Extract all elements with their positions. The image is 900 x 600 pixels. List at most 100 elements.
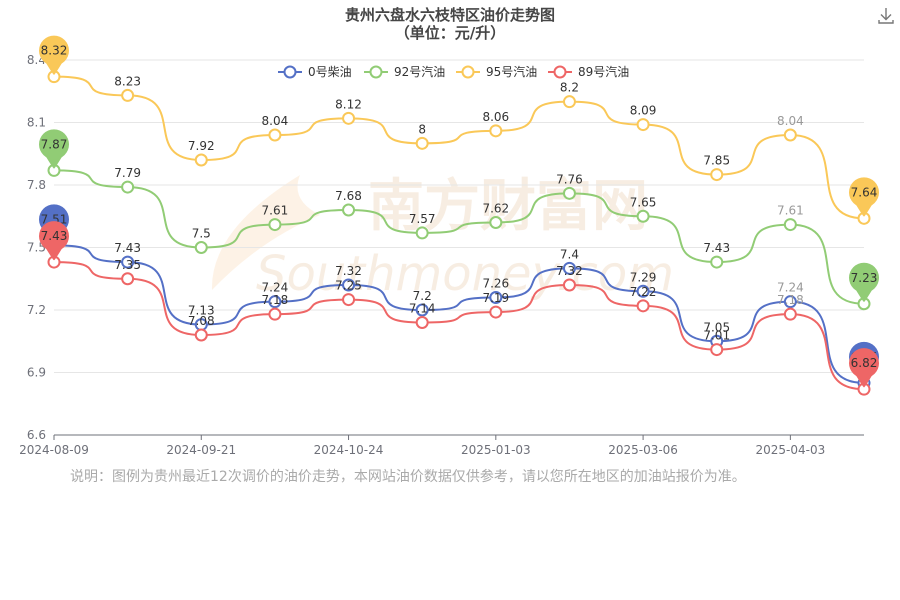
series-line	[53, 75, 865, 220]
pin-marker: 7.64	[849, 177, 879, 217]
data-point	[342, 278, 356, 292]
data-point	[489, 124, 503, 138]
pin-marker: 7.87	[39, 129, 69, 169]
legend-label: 95号汽油	[486, 64, 537, 79]
data-point	[121, 255, 135, 269]
data-label: 7.32	[335, 264, 362, 278]
series-line	[53, 244, 865, 384]
legend-symbol	[461, 65, 475, 79]
data-label: 7.24	[262, 281, 289, 295]
data-point	[489, 216, 503, 229]
download-icon[interactable]	[876, 6, 896, 26]
data-point	[636, 118, 650, 132]
x-tick-label: 2024-08-09	[19, 443, 89, 457]
series-1: 7.79 7.5 7.61 7.68 7.57 7.62 7.76 7.65 7.43 7.61	[47, 163, 871, 311]
data-label: 7.08	[188, 314, 215, 328]
data-label: 7.68	[335, 189, 362, 203]
series-2: 8.23 7.92 8.04 8.12 8 8.06 8.2 8.09 7.85 8.04	[47, 70, 871, 225]
data-point	[268, 295, 282, 309]
legend-item[interactable]: 0号柴油	[278, 65, 352, 79]
data-point	[710, 343, 724, 357]
data-point	[415, 226, 429, 240]
data-label: 7.32	[556, 264, 583, 278]
data-point	[636, 209, 650, 223]
series-0: 7.43 7.13 7.24 7.32 7.2 7.26 7.4 7.29 7.05 7.24	[47, 238, 871, 390]
legend-symbol	[553, 65, 567, 79]
data-label: 8.23	[114, 74, 141, 88]
data-label: 8	[418, 122, 426, 136]
x-tick-label: 2024-09-21	[166, 443, 236, 457]
y-tick-label: 7.5	[27, 241, 46, 255]
data-label: 8.04	[262, 114, 289, 128]
legend-item[interactable]: 95号汽油	[456, 64, 537, 79]
data-label: 7.92	[188, 139, 215, 153]
data-point	[194, 328, 208, 342]
y-tick-label: 7.2	[27, 303, 46, 317]
data-point	[710, 255, 724, 269]
data-label: 7.79	[114, 166, 141, 180]
data-point	[121, 272, 135, 286]
y-tick-label: 6.9	[27, 366, 46, 380]
x-tick-label: 2025-01-03	[461, 443, 531, 457]
series-line	[53, 261, 865, 391]
pin-head	[39, 129, 69, 160]
pin-head	[39, 35, 69, 66]
data-point	[415, 303, 429, 317]
data-label: 7.24	[777, 281, 804, 295]
data-label: 7.76	[556, 172, 583, 186]
y-tick-label: 6.6	[27, 428, 46, 442]
legend-label: 92号汽油	[394, 64, 445, 79]
data-point	[562, 186, 576, 200]
data-point	[562, 261, 576, 275]
data-point	[194, 153, 208, 167]
legend-item[interactable]: 89号汽油	[548, 64, 629, 79]
series-3: 7.35 7.08 7.18 7.25 7.14 7.19 7.32 7.22 7.01 7.18	[47, 255, 871, 396]
data-label: 7.2	[413, 289, 432, 303]
chart-subtitle: （单位：元/升）	[394, 24, 506, 42]
data-label: 7.22	[630, 285, 657, 299]
pin-marker: 6.82	[849, 348, 879, 388]
pin-marker: 8.32	[39, 35, 69, 75]
data-point	[268, 307, 282, 321]
data-label: 7.62	[482, 202, 509, 216]
y-tick-label: 8.1	[27, 116, 46, 130]
data-point	[121, 180, 135, 194]
data-label: 8.09	[630, 104, 657, 118]
pin-label: 7.87	[41, 137, 68, 151]
data-label: 7.29	[630, 270, 657, 284]
data-point	[342, 293, 356, 307]
data-label: 7.35	[114, 258, 141, 272]
data-label: 7.65	[630, 195, 657, 209]
pin-marker: 7.23	[849, 262, 879, 302]
watermark-logo-mark	[211, 175, 320, 290]
pin-label: 7.64	[851, 185, 878, 199]
data-label: 7.5	[192, 227, 211, 241]
pin-label: 8.32	[41, 44, 68, 58]
legend-item[interactable]: 92号汽油	[364, 64, 445, 79]
data-point	[783, 295, 797, 309]
pin-label: 7.43	[41, 229, 68, 243]
data-label: 7.01	[703, 329, 730, 343]
data-label: 7.13	[188, 304, 215, 318]
data-label: 7.18	[777, 293, 804, 307]
data-label: 7.05	[703, 320, 730, 334]
data-label: 7.25	[335, 279, 362, 293]
data-point	[636, 299, 650, 313]
data-point	[489, 305, 503, 319]
data-label: 7.14	[409, 302, 436, 316]
data-point	[415, 136, 429, 150]
data-label: 7.57	[409, 212, 436, 226]
data-point	[268, 218, 282, 232]
data-label: 8.06	[482, 110, 509, 124]
data-label: 7.43	[703, 241, 730, 255]
data-point	[783, 218, 797, 232]
data-label: 7.43	[114, 241, 141, 255]
data-label: 8.12	[335, 97, 362, 111]
chart-title: 贵州六盘水六枝特区油价走势图	[344, 6, 555, 24]
data-point	[268, 128, 282, 142]
series-line	[53, 169, 865, 305]
pin-head	[39, 221, 69, 252]
pin-head	[849, 262, 879, 293]
data-label: 7.4	[560, 247, 579, 261]
data-label: 7.61	[262, 204, 289, 218]
